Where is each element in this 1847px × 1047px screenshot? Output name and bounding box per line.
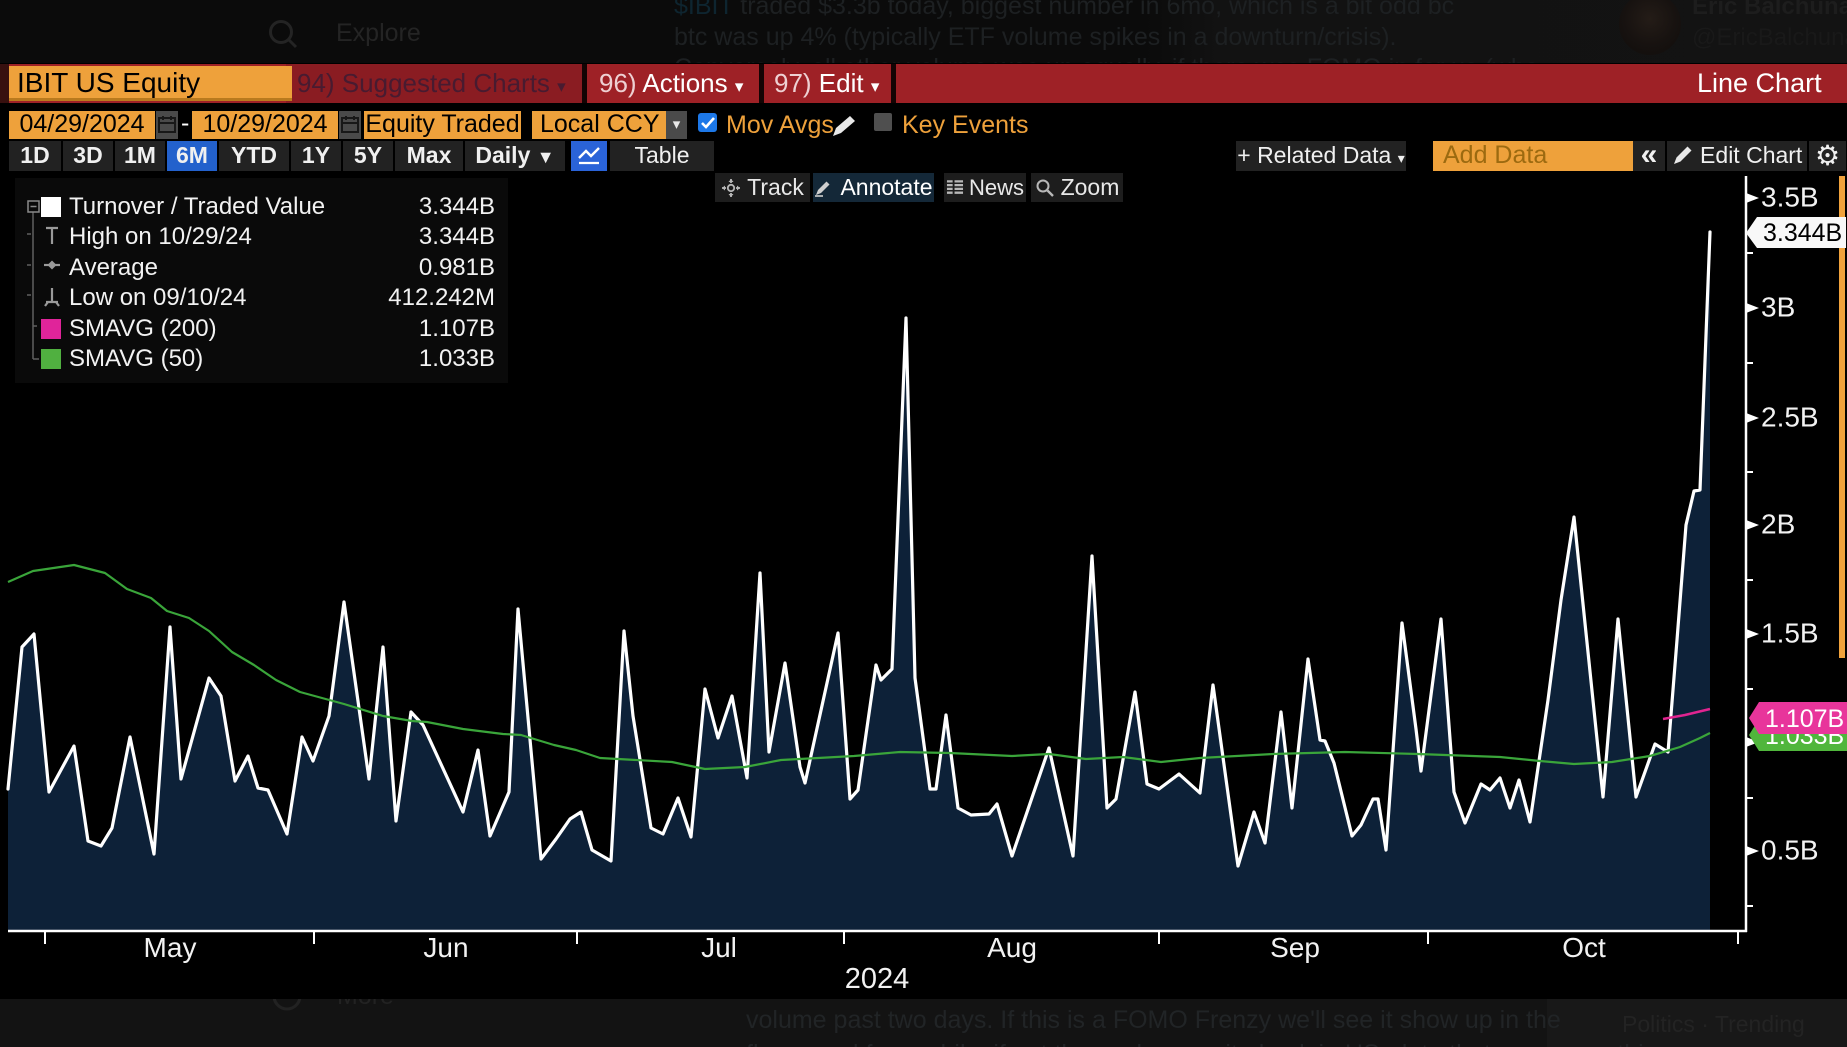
svg-text:2024: 2024 — [845, 963, 910, 995]
svg-text:1.107B: 1.107B — [1765, 705, 1844, 733]
svg-text:SMAVG (50): SMAVG (50) — [69, 345, 203, 372]
svg-text:0.5B: 0.5B — [1761, 834, 1819, 865]
svg-text:Aug: Aug — [987, 932, 1037, 963]
svg-text:Average: Average — [69, 254, 158, 281]
svg-text:3.344B: 3.344B — [1763, 219, 1842, 247]
svg-text:High on 10/29/24: High on 10/29/24 — [69, 223, 252, 250]
svg-text:0.981B: 0.981B — [419, 254, 495, 281]
svg-text:1.107B: 1.107B — [419, 315, 495, 342]
svg-text:1.033B: 1.033B — [419, 345, 495, 372]
svg-text:May: May — [144, 932, 197, 963]
svg-text:3B: 3B — [1761, 291, 1795, 322]
svg-text:3.344B: 3.344B — [419, 223, 495, 250]
svg-text:SMAVG (200): SMAVG (200) — [69, 315, 217, 342]
svg-text:Low on 09/10/24: Low on 09/10/24 — [69, 284, 246, 311]
svg-text:2.5B: 2.5B — [1761, 401, 1819, 432]
svg-text:Turnover / Traded Value: Turnover / Traded Value — [69, 193, 325, 220]
svg-text:2B: 2B — [1761, 508, 1795, 539]
svg-text:3.344B: 3.344B — [419, 193, 495, 220]
svg-text:3.5B: 3.5B — [1761, 181, 1819, 212]
svg-text:1.5B: 1.5B — [1761, 617, 1819, 648]
svg-text:Sep: Sep — [1270, 932, 1320, 963]
svg-text:Oct: Oct — [1562, 932, 1606, 963]
svg-text:412.242M: 412.242M — [388, 284, 495, 311]
svg-text:Jul: Jul — [701, 932, 737, 963]
svg-text:Jun: Jun — [423, 932, 468, 963]
